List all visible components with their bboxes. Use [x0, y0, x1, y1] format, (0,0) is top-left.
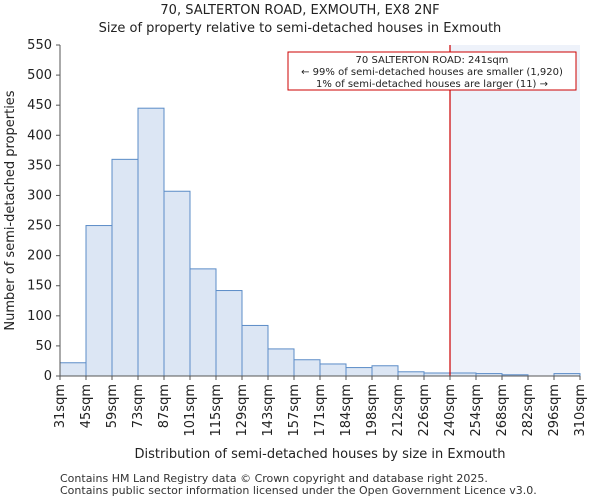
- x-axis-label: Distribution of semi-detached houses by …: [134, 447, 505, 462]
- x-tick-label: 212sqm: [391, 384, 406, 437]
- x-tick-label: 115sqm: [209, 384, 224, 437]
- x-tick-label: 184sqm: [339, 384, 354, 437]
- annotation-line-3: 1% of semi-detached houses are larger (1…: [316, 79, 548, 90]
- histogram-chart: 0 50 100 150 200 250 300 350 400 450 500 550 31sqm 45…: [3, 38, 588, 462]
- bar-45sqm: [85, 225, 113, 377]
- y-tick-label: 250: [27, 219, 52, 234]
- y-tick-label: 50: [35, 339, 52, 354]
- y-tick-label: 300: [27, 188, 52, 203]
- x-tick-label: 254sqm: [469, 384, 484, 437]
- y-tick-label: 200: [27, 249, 52, 264]
- x-tick-label: 157sqm: [287, 384, 302, 437]
- x-tick-label: 268sqm: [495, 384, 510, 437]
- y-tick-label: 0: [44, 369, 52, 384]
- bar-129sqm: [241, 324, 269, 377]
- x-tick-label: 143sqm: [261, 384, 276, 437]
- bar-184sqm: [345, 367, 373, 377]
- bar-31sqm: [59, 362, 87, 377]
- footer-line-1: Contains HM Land Registry data © Crown c…: [60, 472, 488, 485]
- bar-101sqm: [189, 268, 217, 377]
- chart-title: 70, SALTERTON ROAD, EXMOUTH, EX8 2NF: [160, 3, 440, 18]
- footer-line-2: Contains public sector information licen…: [60, 484, 537, 497]
- highlight-region: [450, 45, 580, 376]
- y-axis-label: Number of semi-detached properties: [3, 90, 18, 330]
- bar-73sqm: [137, 107, 165, 377]
- y-tick-label: 550: [27, 38, 52, 53]
- y-tick-label: 150: [27, 279, 52, 294]
- x-tick-label: 73sqm: [131, 384, 146, 428]
- x-tick-label: 171sqm: [313, 384, 328, 437]
- x-tick-label: 296sqm: [547, 384, 562, 437]
- x-tick-label: 226sqm: [417, 384, 432, 437]
- x-tick-label: 282sqm: [521, 384, 536, 437]
- y-tick-label: 350: [27, 158, 52, 173]
- x-tick-label: 198sqm: [365, 384, 380, 437]
- x-tick-label: 45sqm: [79, 384, 94, 428]
- x-tick-label: 31sqm: [53, 384, 68, 428]
- x-tick-label: 59sqm: [105, 384, 120, 428]
- y-tick-label: 500: [27, 68, 52, 83]
- chart-subtitle: Size of property relative to semi-detach…: [98, 21, 502, 36]
- x-tick-label: 87sqm: [157, 384, 172, 428]
- annotation-line-1: 70 SALTERTON ROAD: 241sqm: [356, 55, 509, 66]
- bar-157sqm: [293, 359, 321, 377]
- bar-143sqm: [267, 348, 295, 377]
- bar-212sqm: [397, 371, 425, 377]
- x-tick-label: 129sqm: [235, 384, 250, 437]
- bar-59sqm: [111, 158, 139, 377]
- x-tick-label: 101sqm: [183, 384, 198, 437]
- annotation-line-2: ← 99% of semi-detached houses are smalle…: [301, 67, 563, 78]
- bar-115sqm: [215, 290, 243, 377]
- x-tick-label: 310sqm: [573, 384, 588, 437]
- y-tick-label: 450: [27, 98, 52, 113]
- bar-198sqm: [371, 365, 399, 377]
- y-tick-label: 400: [27, 128, 52, 143]
- x-tick-label: 240sqm: [443, 384, 458, 437]
- bar-171sqm: [319, 363, 347, 377]
- y-tick-label: 100: [27, 309, 52, 324]
- annotation-box: [287, 51, 577, 91]
- bar-87sqm: [163, 190, 191, 377]
